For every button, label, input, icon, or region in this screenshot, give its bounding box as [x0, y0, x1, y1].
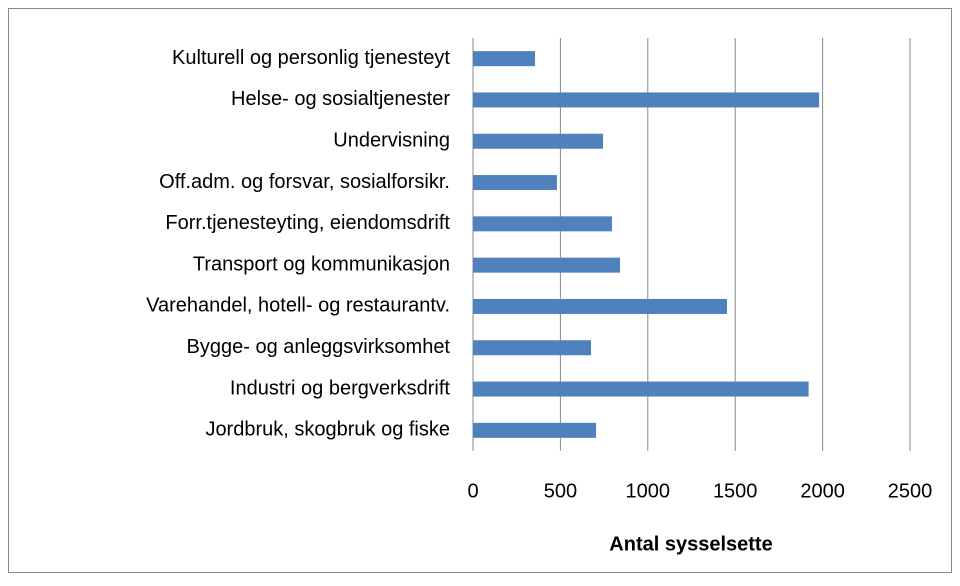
y-tick-label: Off.adm. og forsvar, sosialforsikr.	[159, 171, 450, 193]
y-tick-label: Jordbruk, skogbruk og fiske	[205, 419, 450, 441]
y-tick-label: Transport og kommunikasjon	[193, 253, 450, 275]
bar	[473, 340, 591, 356]
x-tick-label: 1500	[713, 480, 758, 502]
bar	[473, 133, 604, 149]
x-tick-label: 500	[544, 480, 577, 502]
y-tick-label: Helse- og sosialtjenester	[231, 88, 450, 110]
y-tick-label: Kulturell og personlig tjenesteyt	[172, 47, 450, 69]
bar	[473, 298, 727, 314]
bar	[473, 381, 809, 397]
x-tick-label: 2500	[888, 480, 933, 502]
y-tick-label: Forr.tjenesteyting, eiendomsdrift	[165, 212, 450, 234]
bar	[473, 257, 621, 273]
y-tick-label: Varehandel, hotell- og restaurantv.	[146, 295, 450, 317]
bar	[473, 92, 820, 108]
y-tick-label: Bygge- og anleggsvirksomhet	[187, 336, 451, 358]
bar	[473, 175, 557, 191]
x-axis-title: Antal sysselsette	[609, 533, 772, 555]
y-tick-label: Industri og bergverksdrift	[230, 377, 451, 399]
x-tick-label: 1000	[626, 480, 671, 502]
y-tick-label: Undervisning	[333, 130, 450, 152]
x-tick-label: 0	[467, 480, 478, 502]
bar	[473, 51, 536, 67]
x-tick-label: 2000	[800, 480, 845, 502]
bar	[473, 216, 612, 232]
bar	[473, 422, 597, 438]
